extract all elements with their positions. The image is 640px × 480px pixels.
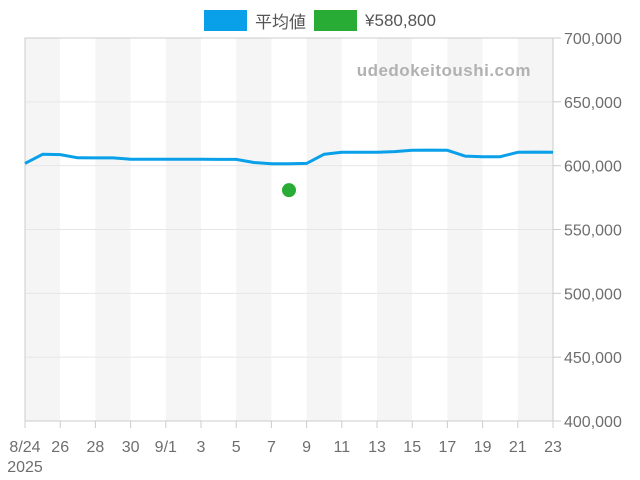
legend-label-price-point: ¥580,800 — [365, 10, 436, 30]
y-axis-label: 500,000 — [564, 286, 622, 303]
x-axis-label: 5 — [232, 439, 241, 456]
y-axis-label: 700,000 — [564, 31, 622, 48]
price-point-marker[interactable] — [282, 183, 296, 198]
y-axis-label: 550,000 — [564, 223, 622, 240]
legend-item-price-point[interactable]: ¥580,800 — [314, 10, 436, 31]
x-axis-label: 7 — [267, 439, 276, 456]
average-price-line[interactable] — [24, 148, 554, 166]
chart-legend: 平均値 ¥580,800 — [0, 8, 640, 33]
x-axis-label: 8/24 — [9, 439, 40, 456]
watermark: udedokeitoushi.com — [356, 61, 531, 80]
x-axis-label: 13 — [368, 439, 386, 456]
x-axis-year-label: 2025 — [7, 459, 43, 476]
x-axis-label: 30 — [122, 439, 140, 456]
y-axis-label: 450,000 — [564, 350, 622, 367]
x-axis-label: 17 — [439, 439, 457, 456]
x-axis-label: 23 — [544, 439, 562, 456]
legend-swatch-average-icon — [204, 10, 248, 31]
x-axis-label: 19 — [474, 439, 492, 456]
legend-label-average: 平均値 — [255, 13, 307, 32]
y-axis-label: 650,000 — [564, 95, 622, 112]
x-axis-label: 9 — [302, 439, 311, 456]
x-axis-label: 28 — [87, 439, 105, 456]
legend-swatch-price-point-icon — [314, 10, 358, 31]
x-axis-label: 9/1 — [155, 439, 177, 456]
y-axis-label: 600,000 — [564, 159, 622, 176]
y-axis-label: 400,000 — [564, 414, 622, 431]
x-axis-label: 26 — [51, 439, 69, 456]
x-axis-label: 3 — [197, 439, 206, 456]
x-axis-label: 15 — [403, 439, 421, 456]
x-axis-label: 11 — [333, 439, 350, 456]
x-axis-label: 21 — [509, 439, 527, 456]
legend-item-average[interactable]: 平均値 — [204, 8, 306, 33]
